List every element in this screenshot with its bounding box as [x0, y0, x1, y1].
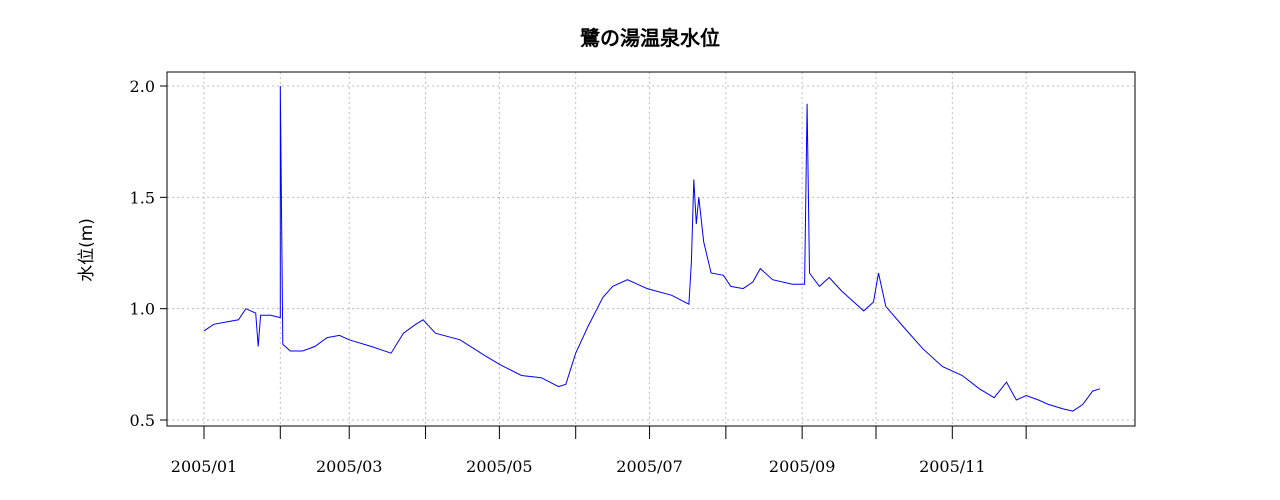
- x-tick-label: 2005/11: [919, 457, 985, 476]
- y-tick-label: 0.5: [130, 411, 155, 430]
- grid: [167, 72, 1135, 426]
- y-tick-label: 1.5: [130, 188, 155, 207]
- y-tick-label: 2.0: [130, 77, 155, 96]
- series-line: [203, 85, 1101, 412]
- x-tick-label: 2005/03: [316, 457, 382, 476]
- x-tick-label: 2005/09: [769, 457, 835, 476]
- x-tick-label: 2005/05: [466, 457, 532, 476]
- y-tick-label: 1.0: [130, 300, 155, 319]
- x-tick-label: 2005/07: [616, 457, 682, 476]
- plot-frame: [166, 71, 1136, 427]
- y-axis: 0.5 1.0 1.5 2.0: [130, 77, 167, 430]
- x-tick-label: 2005/01: [171, 457, 237, 476]
- x-axis: 2005/01 2005/03 2005/05 2005/07 2005/09 2005/…: [171, 426, 1027, 476]
- y-axis-label: 水位(m): [77, 218, 97, 282]
- chart-title: 鷺の湯温泉水位: [580, 26, 720, 50]
